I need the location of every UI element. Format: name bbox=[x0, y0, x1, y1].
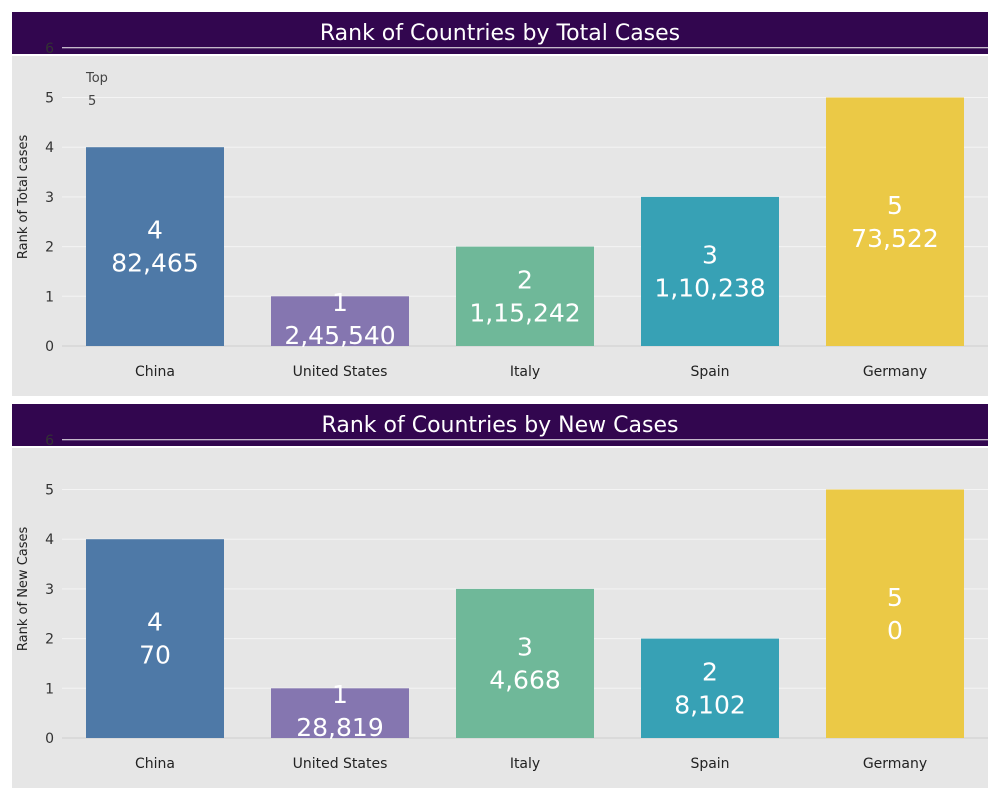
total-cases-title: Rank of Countries by Total Cases bbox=[12, 12, 988, 54]
y-tick-label: 0 bbox=[45, 339, 54, 355]
bar-value-label: 70 bbox=[139, 641, 171, 670]
new-cases-panel: Rank of Countries by New Cases 0 1 2 3 4 5 6 Ra… bbox=[12, 404, 988, 788]
bar-rank-label: 5 bbox=[887, 191, 903, 220]
y-tick-label: 1 bbox=[45, 289, 54, 305]
bar-rank-label: 2 bbox=[702, 657, 718, 686]
y-tick-label: 5 bbox=[45, 91, 54, 107]
bar-value-label: 28,819 bbox=[296, 713, 383, 742]
bar-italy bbox=[456, 246, 594, 346]
y-axis-title: Rank of Total cases bbox=[16, 134, 31, 259]
bar-rank-label: 4 bbox=[147, 608, 163, 637]
bar-spain bbox=[641, 638, 779, 738]
y-tick-label: 1 bbox=[45, 681, 54, 697]
y-tick-label: 4 bbox=[45, 532, 54, 548]
y-tick-label: 5 bbox=[45, 483, 54, 499]
bar-rank-label: 1 bbox=[332, 288, 348, 317]
x-category-label: Germany bbox=[863, 756, 927, 772]
y-tick-label: 4 bbox=[45, 140, 54, 156]
x-category-label: Italy bbox=[510, 364, 540, 380]
bar-spain bbox=[641, 196, 779, 346]
bar-value-label: 8,102 bbox=[674, 690, 746, 719]
bar-rank-label: 3 bbox=[702, 240, 718, 269]
bar-rank-label: 4 bbox=[147, 216, 163, 245]
bar-value-label: 73,522 bbox=[851, 224, 938, 253]
bar-value-label: 82,465 bbox=[111, 249, 198, 278]
x-category-label: United States bbox=[293, 364, 388, 380]
bar-rank-label: 5 bbox=[887, 583, 903, 612]
y-tick-label: 6 bbox=[45, 433, 54, 449]
total-cases-panel: Rank of Countries by Total Cases 0 1 2 3 4 5 6… bbox=[12, 12, 988, 396]
bar-value-label: 0 bbox=[887, 616, 903, 645]
bar-china bbox=[86, 147, 224, 346]
bar-value-label: 1,10,238 bbox=[654, 273, 765, 302]
bar-germany bbox=[826, 489, 964, 738]
y-tick-label: 2 bbox=[45, 240, 54, 256]
x-category-label: Germany bbox=[863, 364, 927, 380]
x-category-label: Spain bbox=[690, 364, 729, 380]
y-tick-label: 3 bbox=[45, 190, 54, 206]
bar-value-label: 2,45,540 bbox=[284, 321, 395, 350]
bar-rank-label: 1 bbox=[332, 680, 348, 709]
annotation-count: 5 bbox=[88, 94, 96, 109]
y-tick-label: 0 bbox=[45, 731, 54, 747]
y-tick-label: 2 bbox=[45, 632, 54, 648]
y-axis-title: Rank of New Cases bbox=[16, 527, 31, 652]
bar-china bbox=[86, 539, 224, 738]
x-category-label: China bbox=[135, 756, 175, 772]
y-tick-label: 3 bbox=[45, 582, 54, 598]
bar-united-states bbox=[271, 688, 409, 738]
total-cases-chart: 0 1 2 3 4 5 6 Rank of Total cases Top 5 4 82,465 Chi… bbox=[16, 41, 988, 380]
x-category-label: United States bbox=[293, 756, 388, 772]
bar-italy bbox=[456, 588, 594, 738]
bar-rank-label: 3 bbox=[517, 632, 533, 661]
bar-united-states bbox=[271, 296, 409, 346]
x-category-label: China bbox=[135, 364, 175, 380]
new-cases-title: Rank of Countries by New Cases bbox=[12, 404, 988, 446]
bar-germany bbox=[826, 97, 964, 346]
bar-rank-label: 2 bbox=[517, 265, 533, 294]
x-category-label: Spain bbox=[690, 756, 729, 772]
annotation-top-line: Top bbox=[85, 71, 108, 86]
new-cases-chart: 0 1 2 3 4 5 6 Rank of New Cases 4 70 China 1 28,819 U… bbox=[16, 433, 988, 772]
bar-value-label: 1,15,242 bbox=[469, 298, 580, 327]
bar-value-label: 4,668 bbox=[489, 665, 561, 694]
y-tick-label: 6 bbox=[45, 41, 54, 57]
x-category-label: Italy bbox=[510, 756, 540, 772]
